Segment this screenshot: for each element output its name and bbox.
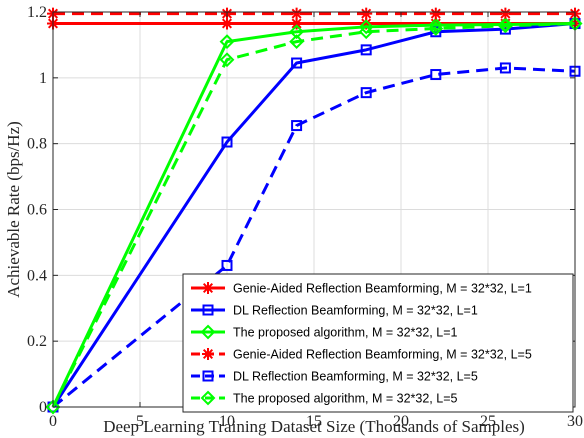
legend-item: Genie-Aided Reflection Beamforming, M = … (191, 348, 532, 362)
data-point (221, 259, 233, 271)
legend-marker (202, 282, 214, 294)
axis-ticks: 0 5 10 15 20 25 30 0 0.2 0.4 0.6 0.8 1 1.2 (27, 4, 583, 430)
x-tick-label: 10 (219, 413, 235, 430)
y-tick-label: 1 (39, 70, 47, 87)
legend-item: DL Reflection Beamforming, M = 32*32, L=… (191, 304, 478, 318)
data-point (45, 399, 61, 415)
data-point (429, 7, 442, 20)
x-tick-label: 30 (567, 413, 583, 430)
data-point (499, 62, 511, 74)
data-point (289, 24, 305, 40)
data-point (360, 44, 372, 56)
legend-marker (200, 390, 216, 406)
data-point (219, 52, 235, 68)
data-point (360, 87, 372, 99)
data-point (360, 7, 373, 20)
legend-label: DL Reflection Beamforming, M = 32*32, L=… (233, 370, 478, 384)
data-point (290, 7, 303, 20)
x-axis-title: Deep Learning Training Dataset Size (Tho… (103, 417, 525, 436)
y-tick-label: 0.2 (27, 333, 47, 350)
legend-marker (202, 304, 214, 316)
legend-label: Genie-Aided Reflection Beamforming, M = … (233, 348, 532, 362)
legend-item: Genie-Aided Reflection Beamforming, M = … (191, 282, 532, 296)
data-point (221, 136, 233, 148)
data-point (291, 57, 303, 69)
legend-marker (202, 370, 214, 382)
data-point (289, 34, 305, 50)
legend-item: The proposed algorithm, M = 32*32, L=1 (191, 324, 457, 340)
legend-marker (202, 348, 214, 360)
data-point (428, 21, 444, 36)
x-tick-label: 15 (306, 413, 322, 430)
series-line (51, 22, 576, 408)
y-axis-title: Achievable Rate (bps/Hz) (4, 121, 23, 298)
series-5 (47, 62, 581, 413)
legend-marker (200, 324, 216, 340)
data-point (430, 69, 442, 81)
series-6 (45, 16, 583, 415)
plot-series (45, 7, 583, 415)
legend-item: The proposed algorithm, M = 32*32, L=5 (191, 390, 457, 406)
legend-label: The proposed algorithm, M = 32*32, L=5 (233, 392, 457, 406)
x-tick-label: 20 (393, 413, 409, 430)
y-tick-label: 0.6 (27, 202, 47, 219)
y-tick-label: 0.8 (27, 136, 47, 153)
y-tick-label: 0 (39, 399, 47, 416)
data-point (358, 24, 374, 40)
data-point (428, 17, 444, 33)
legend: Genie-Aided Reflection Beamforming, M = … (182, 273, 574, 413)
data-point (219, 34, 235, 50)
legend-label: The proposed algorithm, M = 32*32, L=1 (233, 326, 457, 340)
legend-box (182, 273, 574, 413)
x-tick-label: 25 (480, 413, 496, 430)
x-tick-label: 5 (136, 413, 144, 430)
x-tick-label: 0 (49, 413, 57, 430)
series-line (52, 66, 576, 409)
y-tick-label: 0.4 (27, 267, 47, 284)
data-point (291, 120, 303, 132)
data-point (497, 18, 513, 34)
legend-label: DL Reflection Beamforming, M = 32*32, L=… (233, 304, 478, 318)
data-point (358, 19, 374, 35)
data-point (499, 7, 512, 20)
legend-label: Genie-Aided Reflection Beamforming, M = … (233, 282, 532, 296)
y-tick-label: 1.2 (27, 4, 47, 21)
legend-item: DL Reflection Beamforming, M = 32*32, L=… (191, 370, 478, 384)
